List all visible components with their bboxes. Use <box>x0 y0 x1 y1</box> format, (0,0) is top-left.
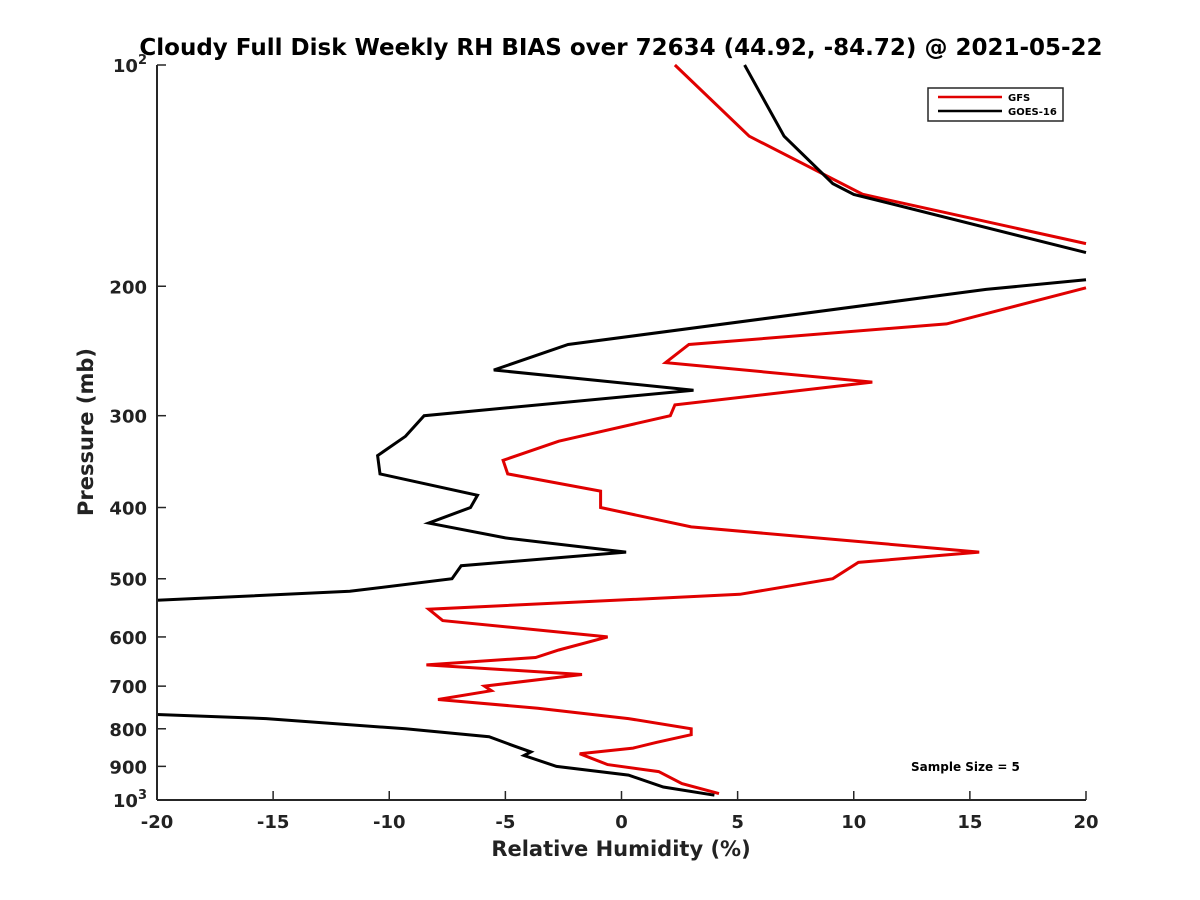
y-axis-ticks: 200 300 400 500 600 700 800 900 102 103 <box>109 53 166 812</box>
y-tick-label: 102 <box>113 53 147 77</box>
y-tick-label: 500 <box>109 570 147 591</box>
legend-label-gfs: GFS <box>1008 93 1030 104</box>
series-layer <box>156 63 1087 797</box>
y-tick-label: 800 <box>109 720 147 741</box>
y-tick-label: 103 <box>113 788 147 812</box>
y-tick-label: 900 <box>109 757 147 778</box>
y-tick-label: 400 <box>109 499 147 520</box>
legend-box <box>927 87 1064 122</box>
x-tick-label: -5 <box>495 812 515 833</box>
x-tick-label: -20 <box>141 812 174 833</box>
x-tick-label: 15 <box>957 812 982 833</box>
x-tick-label: 10 <box>841 812 866 833</box>
y-tick-label: 200 <box>109 277 147 298</box>
y-axis-label: Pressure (mb) <box>74 348 98 516</box>
y-tick-label: 600 <box>109 628 147 649</box>
x-axis-ticks: -20 -15 -10 -5 0 5 10 15 20 <box>141 791 1099 833</box>
legend: GFS GOES-16 <box>927 87 1064 122</box>
x-tick-label: -10 <box>373 812 406 833</box>
y-tick-label: 700 <box>109 677 147 698</box>
x-tick-label: -15 <box>257 812 290 833</box>
legend-label-goes16: GOES-16 <box>1008 107 1057 118</box>
series-line-goes-16 <box>156 64 1087 797</box>
x-axis-label: Relative Humidity (%) <box>491 837 750 861</box>
x-tick-label: 0 <box>615 812 628 833</box>
sample-size-annotation: Sample Size = 5 <box>911 760 1020 774</box>
y-tick-label: 300 <box>109 407 147 428</box>
series-line-gfs <box>424 63 1087 796</box>
chart-title: Cloudy Full Disk Weekly RH BIAS over 726… <box>139 35 1102 61</box>
x-tick-label: 20 <box>1073 812 1098 833</box>
x-tick-label: 5 <box>731 812 744 833</box>
plot-area <box>157 65 1086 800</box>
